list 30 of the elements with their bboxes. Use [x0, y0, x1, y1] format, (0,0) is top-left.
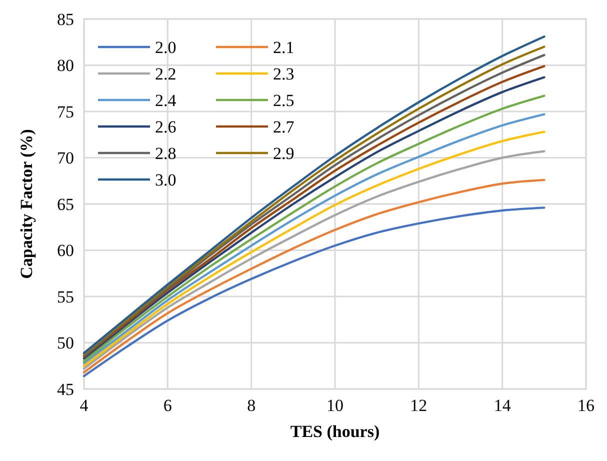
- x-tick-label: 8: [247, 396, 256, 415]
- x-tick-label: 16: [578, 396, 594, 415]
- x-tick-label: 10: [326, 396, 344, 415]
- y-tick-label: 80: [57, 56, 74, 76]
- legend-label: 2.4: [155, 90, 177, 110]
- x-axis-title: TES (hours): [290, 422, 380, 441]
- y-tick-label: 60: [57, 241, 74, 260]
- legend-label: 2.5: [273, 90, 294, 110]
- x-tick-label: 12: [410, 396, 428, 415]
- x-tick-label: 14: [494, 396, 512, 415]
- y-tick-label: 75: [57, 102, 74, 122]
- legend-label: 2.0: [155, 38, 176, 57]
- x-tick-label: 6: [163, 396, 172, 415]
- legend-label: 3.0: [155, 170, 176, 190]
- legend-label: 2.3: [273, 64, 294, 84]
- legend-label: 2.7: [273, 117, 295, 136]
- y-tick-label: 55: [57, 287, 74, 306]
- y-axis-title: Capacity Factor (%): [17, 129, 36, 279]
- y-tick-label: 45: [57, 380, 74, 399]
- y-tick-label: 85: [57, 10, 74, 29]
- y-tick-label: 70: [57, 148, 74, 168]
- legend-label: 2.9: [273, 144, 294, 163]
- legend-label: 2.6: [155, 117, 176, 136]
- legend-label: 2.1: [273, 38, 294, 57]
- y-tick-label: 65: [57, 194, 74, 214]
- line-series: [82, 206, 546, 378]
- y-tick-label: 50: [57, 334, 74, 353]
- x-tick-label: 4: [80, 396, 89, 415]
- legend-label: 2.8: [155, 144, 176, 163]
- legend-label: 2.2: [155, 64, 176, 84]
